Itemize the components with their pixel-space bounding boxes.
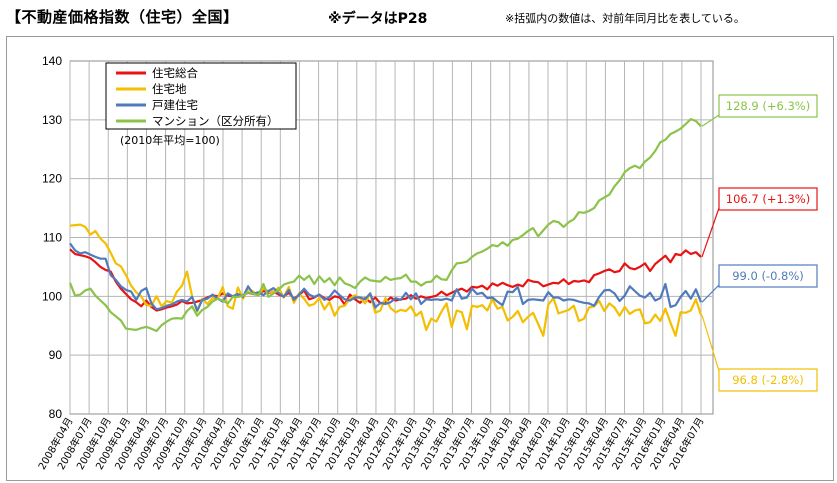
series-line-2 xyxy=(69,242,703,312)
legend-entry: 戸建住宅 xyxy=(152,98,198,112)
page-title: 【不動産価格指数（住宅）全国】 xyxy=(6,8,239,26)
y-tick-label: 80 xyxy=(49,407,63,421)
callout-label: 106.7 (+1.3%) xyxy=(726,192,810,206)
callout-box xyxy=(718,187,818,211)
y-tick-label: 120 xyxy=(42,172,62,186)
y-tick-label: 110 xyxy=(43,231,62,245)
legend-entry: マンション（区分所有） xyxy=(152,114,279,128)
callout-pointer xyxy=(701,207,720,258)
y-tick-label: 90 xyxy=(49,348,63,362)
line-chart: 80901001101201301402008年04月2008年07月2008年… xyxy=(35,54,818,472)
legend-entry: 住宅総合 xyxy=(152,66,198,80)
callout-label: 99.0 (-0.8%) xyxy=(732,269,804,283)
ratio-note: ※括弧内の数値は、対前年同月比を表している。 xyxy=(505,12,745,25)
y-tick-label: 100 xyxy=(42,289,62,303)
callout-label: 128.9 (+6.3%) xyxy=(726,99,810,113)
callout-label: 96.8 (-2.8%) xyxy=(732,373,804,387)
legend-entry: 住宅地 xyxy=(152,82,187,96)
callout-pointer xyxy=(701,284,720,303)
base-note: (2010年平均=100) xyxy=(120,133,220,147)
callout-pointer xyxy=(701,114,720,127)
callout-box xyxy=(718,368,818,392)
page-reference-note: ※データはP28 xyxy=(328,11,428,27)
y-tick-label: 130 xyxy=(42,113,62,127)
series-line-0 xyxy=(69,248,702,312)
callout-box xyxy=(718,264,818,288)
callout-pointer xyxy=(701,314,720,372)
y-tick-label: 140 xyxy=(42,54,62,68)
chart-frame: 80 90 100 110 120 130 140 2008年04月 2008年07月 2008年… xyxy=(6,36,834,481)
series-line-3 xyxy=(68,118,702,333)
callout-box xyxy=(718,94,818,118)
